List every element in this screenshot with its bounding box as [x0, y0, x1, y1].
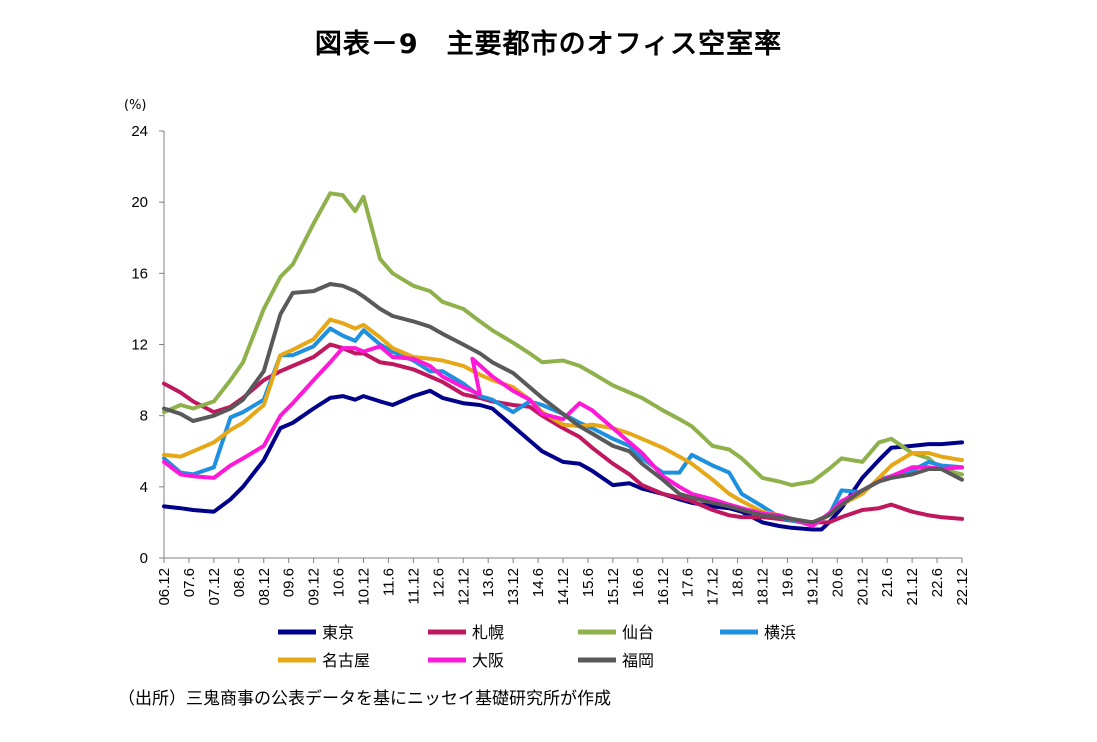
- x-tick-label: 09.12: [306, 568, 323, 606]
- x-tick-label: 12.6: [430, 568, 447, 597]
- series-line-6: [162, 344, 964, 528]
- legend-label: 福岡: [622, 651, 654, 670]
- y-tick-label: 8: [140, 408, 148, 425]
- x-tick-label: 10.6: [331, 568, 348, 597]
- y-tick-label: 16: [131, 265, 148, 282]
- y-axis-unit: (%): [124, 98, 147, 113]
- x-tick-label: 06.12: [156, 568, 173, 606]
- x-tick-label: 12.12: [455, 568, 472, 606]
- x-tick-label: 19.6: [779, 568, 796, 597]
- series-line-3: [162, 191, 964, 488]
- x-tick-label: 18.6: [730, 568, 747, 597]
- x-tick-label: 14.12: [555, 568, 572, 606]
- x-tick-label: 13.6: [480, 568, 497, 597]
- x-tick-label: 10.12: [356, 568, 373, 606]
- series-layer: [162, 191, 964, 532]
- series-line-7: [162, 282, 964, 525]
- x-tick-label: 21.6: [879, 568, 896, 597]
- y-tick-label: 12: [131, 337, 148, 354]
- x-tick-label: 13.12: [505, 568, 522, 606]
- x-tick-label: 15.12: [605, 568, 622, 606]
- x-tick-label: 18.12: [755, 568, 772, 606]
- x-tick-label: 16.6: [630, 568, 647, 597]
- x-tick-label: 16.12: [655, 568, 672, 606]
- x-tick-label: 14.6: [530, 568, 547, 597]
- y-tick-label: 24: [131, 123, 148, 140]
- legend-label: 東京: [322, 623, 354, 642]
- x-tick-label: 11.6: [380, 568, 397, 596]
- series-line-1: [162, 388, 964, 532]
- chart-title: 図表－9 主要都市のオフィス空室率: [314, 29, 783, 60]
- y-tick-label: 0: [140, 550, 148, 567]
- x-tick-label: 11.12: [405, 568, 422, 604]
- x-tick-label: 08.6: [231, 568, 248, 597]
- y-tick-label: 20: [131, 194, 148, 211]
- x-tick-label: 08.12: [256, 568, 273, 606]
- x-tick-label: 09.6: [281, 568, 298, 597]
- axes: 0 4 8 12 16 20 24 (%) 06.12 07.6 07.12 08.6 08.12 09.…: [124, 98, 971, 606]
- series-line-5: [162, 317, 964, 527]
- series-line-2: [162, 342, 964, 525]
- x-tick-label: 22.12: [954, 568, 971, 606]
- y-tick-label: 4: [140, 479, 148, 496]
- x-tick-label: 20.6: [829, 568, 846, 597]
- x-tick-label: 20.12: [854, 568, 871, 606]
- x-tick-label: 21.12: [904, 568, 921, 606]
- x-tick-label: 19.12: [804, 568, 821, 606]
- legend-label: 横浜: [764, 623, 796, 642]
- legend-label: 仙台: [622, 623, 654, 642]
- x-tick-label: 07.6: [181, 568, 198, 597]
- legend-label: 札幌: [472, 623, 504, 642]
- legend-label: 名古屋: [322, 651, 370, 670]
- x-tick-label: 22.6: [929, 568, 946, 597]
- x-tick-label: 17.6: [680, 568, 697, 597]
- legend-label: 大阪: [472, 651, 504, 670]
- source-note: （出所）三鬼商事の公表データを基にニッセイ基礎研究所が作成: [118, 689, 611, 709]
- x-tick-label: 07.12: [206, 568, 223, 606]
- x-tick-label: 15.6: [580, 568, 597, 597]
- x-tick-label: 17.12: [705, 568, 722, 606]
